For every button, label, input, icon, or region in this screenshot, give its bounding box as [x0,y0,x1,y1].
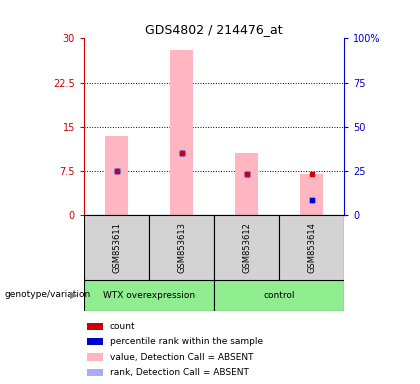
Bar [105,136,128,215]
Text: GSM853614: GSM853614 [307,222,316,273]
Text: rank, Detection Call = ABSENT: rank, Detection Call = ABSENT [110,368,248,377]
Bar [214,280,344,311]
Text: genotype/variation: genotype/variation [4,290,90,299]
Bar [170,50,193,215]
Bar [300,174,323,215]
Bar [149,215,214,280]
Bar [84,280,214,311]
Text: count: count [110,322,135,331]
Bar [279,215,344,280]
Bar [214,215,279,280]
Text: GSM853613: GSM853613 [177,222,186,273]
Text: percentile rank within the sample: percentile rank within the sample [110,337,262,346]
Bar [84,215,149,280]
Text: GSM853611: GSM853611 [112,222,121,273]
Text: value, Detection Call = ABSENT: value, Detection Call = ABSENT [110,353,253,362]
Text: WTX overexpression: WTX overexpression [103,291,195,300]
Text: ▶: ▶ [70,290,78,300]
Bar [87,369,103,376]
Bar [87,353,103,361]
Bar [235,153,258,215]
Bar [87,338,103,346]
Text: GSM853612: GSM853612 [242,222,251,273]
Title: GDS4802 / 214476_at: GDS4802 / 214476_at [145,23,283,36]
Text: control: control [264,291,295,300]
Bar [87,323,103,330]
